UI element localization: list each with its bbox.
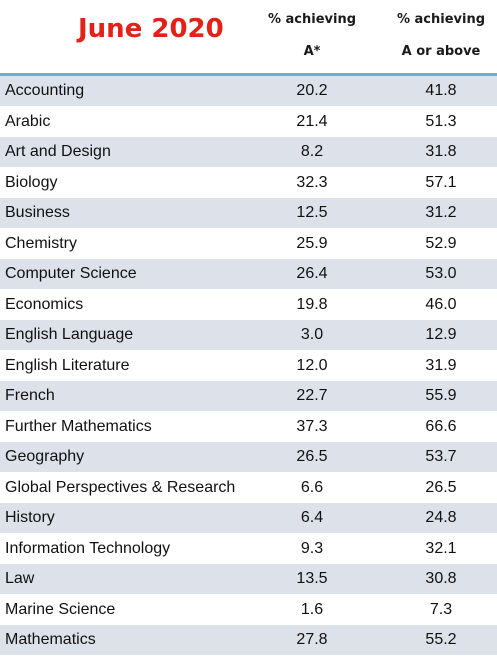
a-or-above-cell: 57.1 <box>425 173 457 191</box>
table-row: Computer Science 26.4 53.0 <box>0 259 497 290</box>
table-row: French 22.7 55.9 <box>0 381 497 412</box>
astar-cell: 1.6 <box>300 600 324 618</box>
table-row: Accounting 20.2 41.8 <box>0 76 497 107</box>
astar-cell: 21.4 <box>296 112 328 130</box>
astar-cell: 26.5 <box>296 448 328 465</box>
astar-cell: 26.4 <box>296 265 328 282</box>
astar-cell: 25.9 <box>296 234 328 252</box>
astar-cell: 20.2 <box>296 82 328 99</box>
astar-cell: 37.3 <box>296 417 328 435</box>
header-divider <box>0 73 497 76</box>
column-header-astar-line2: A* <box>303 44 321 59</box>
table-row: Economics 19.8 46.0 <box>0 290 497 320</box>
subject-cell: Arabic <box>5 112 51 130</box>
table-title: June 2020 <box>78 14 224 44</box>
subject-cell: Mathematics <box>5 631 96 648</box>
subject-cell: Economics <box>5 295 84 313</box>
a-or-above-cell: 53.0 <box>425 265 457 282</box>
subject-cell: French <box>5 387 55 404</box>
subject-cell: Law <box>5 570 35 587</box>
subject-cell: Marine Science <box>5 600 116 618</box>
astar-cell: 12.0 <box>296 356 328 374</box>
a-or-above-cell: 55.2 <box>425 631 457 648</box>
a-or-above-cell: 31.2 <box>425 204 457 221</box>
astar-cell: 22.7 <box>296 387 328 404</box>
a-or-above-cell: 66.6 <box>425 417 457 435</box>
astar-cell: 6.4 <box>300 509 324 526</box>
column-header-a-or-above: % achieving A or above <box>381 12 497 62</box>
a-or-above-cell: 26.5 <box>425 478 457 496</box>
subject-cell: History <box>5 509 55 526</box>
a-or-above-cell: 30.8 <box>425 570 457 587</box>
table-row: Biology 32.3 57.1 <box>0 168 497 198</box>
subject-cell: Geography <box>5 448 85 465</box>
a-or-above-cell: 31.8 <box>425 143 457 160</box>
table-row: Mathematics 27.8 55.2 <box>0 625 497 656</box>
astar-cell: 12.5 <box>296 204 328 221</box>
subject-cell: Art and Design <box>5 143 111 160</box>
table-row: Business 12.5 31.2 <box>0 198 497 229</box>
subject-cell: Biology <box>5 173 58 191</box>
table-row: History 6.4 24.8 <box>0 503 497 534</box>
subject-cell: English Literature <box>5 356 130 374</box>
table-header: June 2020 % achieving A* % achieving A o… <box>0 0 497 75</box>
astar-cell: 27.8 <box>296 631 328 648</box>
a-or-above-cell: 41.8 <box>425 82 457 99</box>
table-row: English Literature 12.0 31.9 <box>0 351 497 381</box>
table-row: Geography 26.5 53.7 <box>0 442 497 473</box>
table-row: Further Mathematics 37.3 66.6 <box>0 412 497 442</box>
table-body: Accounting 20.2 41.8 Arabic 21.4 51.3 Ar… <box>0 76 497 656</box>
table-row: Arabic 21.4 51.3 <box>0 107 497 137</box>
a-or-above-cell: 52.9 <box>425 234 457 252</box>
a-or-above-cell: 7.3 <box>429 600 453 618</box>
subject-cell: Further Mathematics <box>5 417 152 435</box>
subject-cell: Business <box>5 204 70 221</box>
astar-cell: 13.5 <box>296 570 328 587</box>
a-or-above-cell: 32.1 <box>425 539 457 557</box>
a-or-above-cell: 46.0 <box>425 295 457 313</box>
column-header-a-line2: A or above <box>401 44 481 59</box>
table-row: Information Technology 9.3 32.1 <box>0 534 497 564</box>
a-or-above-cell: 55.9 <box>425 387 457 404</box>
table-row: Marine Science 1.6 7.3 <box>0 595 497 625</box>
column-header-astar-line1: % achieving <box>267 12 357 27</box>
subject-cell: Chemistry <box>5 234 78 252</box>
astar-cell: 9.3 <box>300 539 324 557</box>
subject-cell: Computer Science <box>5 265 137 282</box>
table-row: Global Perspectives & Research 6.6 26.5 <box>0 473 497 503</box>
astar-cell: 32.3 <box>296 173 328 191</box>
astar-cell: 19.8 <box>296 295 328 313</box>
astar-cell: 8.2 <box>300 143 324 160</box>
a-or-above-cell: 12.9 <box>425 326 457 343</box>
table-row: Law 13.5 30.8 <box>0 564 497 595</box>
subject-cell: Accounting <box>5 82 85 99</box>
table-row: Chemistry 25.9 52.9 <box>0 229 497 259</box>
astar-cell: 6.6 <box>300 478 324 496</box>
subject-cell: Information Technology <box>5 539 171 557</box>
column-header-a-line1: % achieving <box>396 12 486 27</box>
astar-cell: 3.0 <box>300 326 324 343</box>
subject-cell: English Language <box>5 326 134 343</box>
table-row: English Language 3.0 12.9 <box>0 320 497 351</box>
table-row: Art and Design 8.2 31.8 <box>0 137 497 168</box>
a-or-above-cell: 31.9 <box>425 356 457 374</box>
subject-cell: Global Perspectives & Research <box>5 478 236 496</box>
a-or-above-cell: 53.7 <box>425 448 457 465</box>
a-or-above-cell: 51.3 <box>425 112 457 130</box>
column-header-astar: % achieving A* <box>252 12 372 62</box>
a-or-above-cell: 24.8 <box>425 509 457 526</box>
